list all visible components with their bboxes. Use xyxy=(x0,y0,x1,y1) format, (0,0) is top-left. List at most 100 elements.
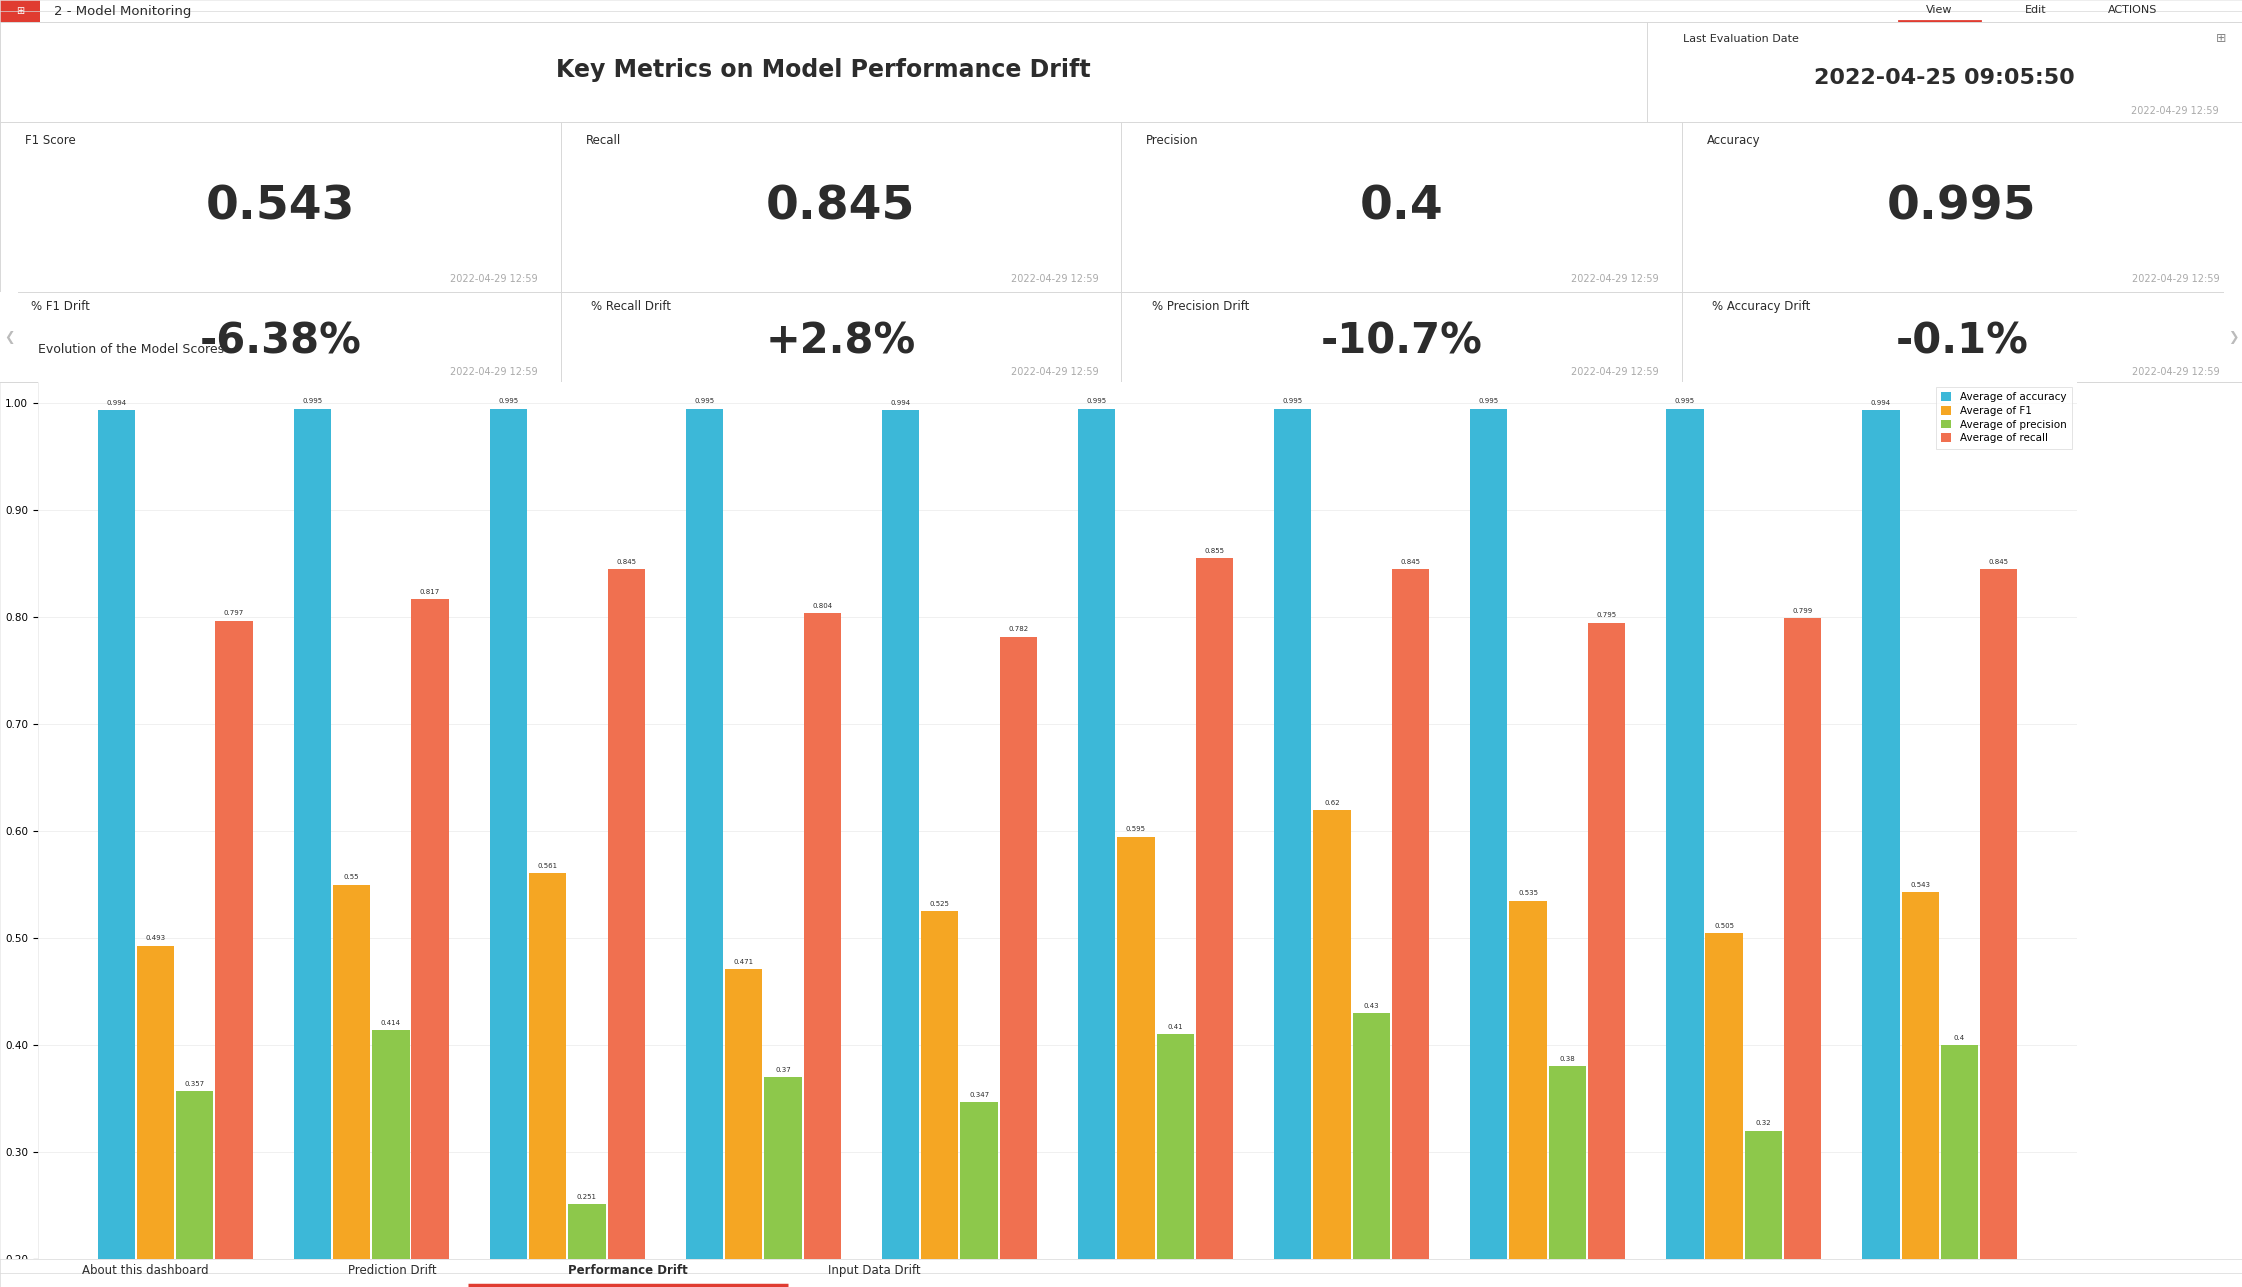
Bar xyxy=(1078,409,1114,1287)
Text: -6.38%: -6.38% xyxy=(200,320,361,363)
Bar xyxy=(137,946,175,1287)
Bar xyxy=(1942,1045,1977,1287)
Bar xyxy=(1471,409,1507,1287)
Text: 0.797: 0.797 xyxy=(224,610,244,616)
Text: Evolution of the Model Scores: Evolution of the Model Scores xyxy=(38,342,224,355)
Text: 0.414: 0.414 xyxy=(381,1019,401,1026)
Text: About this dashboard: About this dashboard xyxy=(83,1264,209,1277)
Text: ⊞: ⊞ xyxy=(16,6,25,15)
Text: ⊞: ⊞ xyxy=(2215,32,2226,45)
Text: 0.795: 0.795 xyxy=(1596,613,1616,618)
Legend: Average of accuracy, Average of F1, Average of precision, Average of recall: Average of accuracy, Average of F1, Aver… xyxy=(1935,387,2072,449)
Text: 0.493: 0.493 xyxy=(146,936,166,941)
Bar xyxy=(1000,637,1036,1287)
Bar xyxy=(334,884,370,1287)
Text: 0.995: 0.995 xyxy=(1282,399,1303,404)
Bar xyxy=(1157,1035,1193,1287)
Text: ACTIONS: ACTIONS xyxy=(2107,5,2157,15)
Text: 0.347: 0.347 xyxy=(969,1091,989,1098)
Bar xyxy=(1901,892,1939,1287)
Text: F1 Score: F1 Score xyxy=(25,134,76,147)
Text: 2022-04-29 12:59: 2022-04-29 12:59 xyxy=(1572,274,1659,283)
Text: Performance Drift: Performance Drift xyxy=(567,1264,688,1277)
Text: 0.995: 0.995 xyxy=(303,399,323,404)
Text: 0.995: 0.995 xyxy=(1480,399,1500,404)
Text: 2022-04-29 12:59: 2022-04-29 12:59 xyxy=(2132,367,2220,377)
Text: 2022-04-29 12:59: 2022-04-29 12:59 xyxy=(1572,367,1659,377)
Bar xyxy=(372,1030,410,1287)
Text: 0.804: 0.804 xyxy=(812,602,832,609)
Text: Precision: Precision xyxy=(1146,134,1199,147)
Bar xyxy=(1273,409,1312,1287)
Text: 2022-04-29 12:59: 2022-04-29 12:59 xyxy=(451,274,538,283)
Text: ❯: ❯ xyxy=(2229,331,2238,344)
Text: % Recall Drift: % Recall Drift xyxy=(592,300,670,313)
Bar xyxy=(1352,1013,1390,1287)
Text: 2022-04-29 12:59: 2022-04-29 12:59 xyxy=(2130,106,2217,116)
Text: 0.37: 0.37 xyxy=(776,1067,791,1073)
Text: +2.8%: +2.8% xyxy=(765,320,917,363)
Text: 0.38: 0.38 xyxy=(1560,1057,1576,1062)
Text: Accuracy: Accuracy xyxy=(1706,134,1760,147)
Bar xyxy=(0,0,40,22)
Text: % Precision Drift: % Precision Drift xyxy=(1152,300,1249,313)
Text: 0.817: 0.817 xyxy=(419,589,439,595)
Text: 0.994: 0.994 xyxy=(1870,399,1890,405)
Text: 0.32: 0.32 xyxy=(1755,1121,1771,1126)
Text: 2022-04-25 09:05:50: 2022-04-25 09:05:50 xyxy=(1814,68,2074,88)
Text: Recall: Recall xyxy=(585,134,621,147)
Text: 0.535: 0.535 xyxy=(1518,891,1538,897)
Bar xyxy=(1392,569,1428,1287)
Text: 2022-04-29 12:59: 2022-04-29 12:59 xyxy=(2132,274,2220,283)
Text: 0.995: 0.995 xyxy=(1675,399,1695,404)
Bar xyxy=(491,409,527,1287)
Bar xyxy=(921,911,960,1287)
Bar xyxy=(1509,901,1547,1287)
Bar xyxy=(765,1077,803,1287)
Text: Edit: Edit xyxy=(2025,5,2047,15)
Text: 0.43: 0.43 xyxy=(1363,1003,1379,1009)
Text: 0.799: 0.799 xyxy=(1791,607,1812,614)
Bar xyxy=(960,1102,998,1287)
Bar xyxy=(1980,569,2018,1287)
Text: 0.855: 0.855 xyxy=(1204,548,1224,555)
Bar xyxy=(1314,810,1350,1287)
Bar xyxy=(1706,933,1742,1287)
Text: 0.995: 0.995 xyxy=(498,399,518,404)
Text: 0.357: 0.357 xyxy=(184,1081,204,1086)
Bar xyxy=(567,1205,605,1287)
Text: 0.994: 0.994 xyxy=(890,399,910,405)
Text: 0.994: 0.994 xyxy=(105,399,126,405)
Bar xyxy=(529,873,567,1287)
Text: 0.595: 0.595 xyxy=(1125,826,1146,833)
Bar xyxy=(881,409,919,1287)
Bar xyxy=(803,613,841,1287)
Text: 2022-04-29 12:59: 2022-04-29 12:59 xyxy=(451,367,538,377)
Bar xyxy=(686,409,724,1287)
Text: -10.7%: -10.7% xyxy=(1321,320,1482,363)
Bar xyxy=(215,620,253,1287)
Text: Last Evaluation Date: Last Evaluation Date xyxy=(1684,33,1798,44)
Bar xyxy=(1863,409,1899,1287)
Text: 0.525: 0.525 xyxy=(930,901,951,907)
Text: 0.845: 0.845 xyxy=(767,184,915,229)
Bar xyxy=(413,600,448,1287)
Text: 2022-04-29 12:59: 2022-04-29 12:59 xyxy=(1011,274,1099,283)
Bar xyxy=(177,1091,213,1287)
Text: 0.55: 0.55 xyxy=(343,874,359,880)
Text: 0.471: 0.471 xyxy=(733,959,753,965)
Text: 0.62: 0.62 xyxy=(1325,799,1341,806)
Text: 2022-04-29 12:59: 2022-04-29 12:59 xyxy=(1011,367,1099,377)
Bar xyxy=(1744,1131,1782,1287)
Bar xyxy=(1549,1067,1585,1287)
Text: 0.251: 0.251 xyxy=(576,1194,596,1201)
Text: 0.41: 0.41 xyxy=(1168,1024,1184,1030)
Text: 0.782: 0.782 xyxy=(1009,627,1029,632)
Text: 0.995: 0.995 xyxy=(1087,399,1108,404)
Text: % F1 Drift: % F1 Drift xyxy=(31,300,90,313)
Bar xyxy=(1195,559,1233,1287)
Text: 2 - Model Monitoring: 2 - Model Monitoring xyxy=(54,4,191,18)
Text: View: View xyxy=(1926,5,1953,15)
Bar xyxy=(1666,409,1704,1287)
Bar xyxy=(1587,623,1625,1287)
